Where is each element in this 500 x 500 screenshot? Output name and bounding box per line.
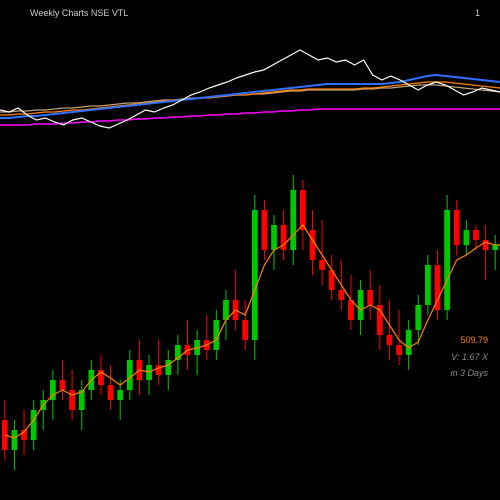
stock-chart[interactable]: Weekly Charts NSE VTL 1 509.79 V: 1.67 X… [0,0,500,500]
volume-label: V: 1.67 X [451,352,488,362]
price-label: 509.79 [460,335,488,345]
chart-canvas [0,0,500,500]
days-label: in 3 Days [450,368,488,378]
